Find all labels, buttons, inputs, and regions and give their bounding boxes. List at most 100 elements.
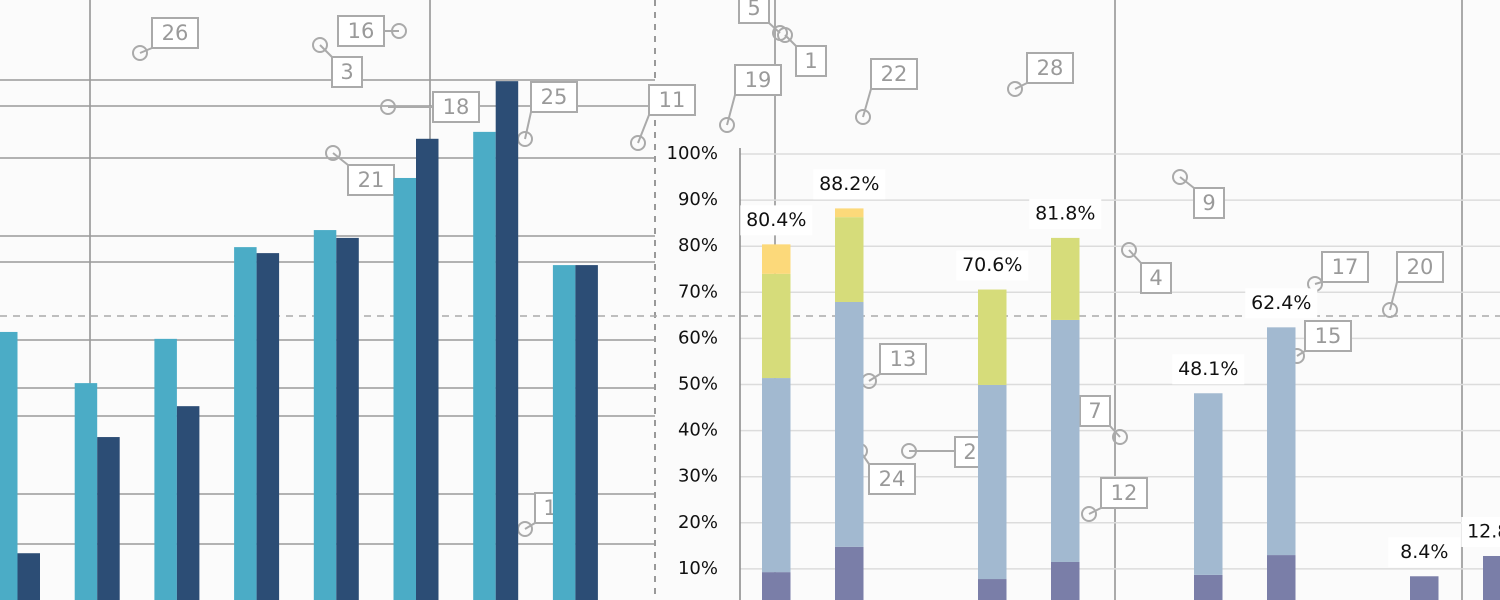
callout-leader (332, 152, 349, 166)
callout-label: 15 (1315, 324, 1342, 348)
bar (74, 383, 98, 600)
bar-segment (762, 378, 791, 573)
callout-label: 7 (1088, 399, 1101, 423)
callout-dot (312, 37, 328, 53)
y-tick-label: 70% (678, 281, 718, 302)
bar (393, 177, 416, 600)
y-tick-label: 90% (678, 189, 718, 210)
callout-box (795, 45, 827, 77)
callout-label: 4 (1149, 266, 1162, 290)
total-label: 62.4% (1251, 292, 1311, 314)
callout: 18 (380, 91, 480, 123)
callout-leader (1389, 281, 1398, 311)
y-tick-label: 40% (678, 420, 718, 441)
callout-leader (524, 111, 532, 140)
callout-label: 21 (358, 168, 385, 192)
total-label: 70.6% (962, 254, 1022, 276)
bar-segment (1483, 555, 1500, 600)
callout: 17 (1307, 251, 1369, 292)
total-label: 48.1% (1178, 358, 1238, 380)
callout: 24 (852, 443, 916, 495)
callout-box (1396, 251, 1444, 283)
callout-dot (132, 45, 148, 61)
callout-dot (1382, 302, 1398, 318)
callout: 9 (1172, 169, 1225, 219)
bar (234, 247, 257, 600)
bar-segment (1410, 576, 1439, 600)
callout: 1 (777, 27, 827, 77)
callout-dot (325, 145, 341, 161)
callout-box (432, 91, 480, 123)
callout: 28 (1007, 52, 1074, 97)
y-tick-label: 30% (678, 466, 718, 487)
callout-leader (726, 94, 736, 126)
callout-box (1193, 187, 1225, 219)
callout-leader (1179, 176, 1195, 189)
callout-dot (901, 443, 917, 459)
y-tick-label: 60% (678, 327, 718, 348)
callout-leader (637, 114, 650, 144)
bar-segment (978, 579, 1007, 600)
callout-leader (862, 88, 872, 118)
callout-box (879, 343, 927, 375)
callout-label: 25 (541, 85, 568, 109)
callout-box (151, 17, 199, 49)
callout: 21 (325, 145, 395, 196)
callout-label: 20 (1407, 255, 1434, 279)
callout-dot (380, 99, 396, 115)
callout: 11 (630, 84, 696, 151)
callout-label: 11 (659, 88, 686, 112)
callout: 3 (312, 37, 363, 88)
callout-dot (1121, 242, 1137, 258)
callout: 4 (1121, 242, 1172, 294)
total-label-bg (1029, 198, 1102, 229)
total-label-bg (740, 205, 813, 236)
callout-label: 24 (879, 467, 906, 491)
bar (495, 81, 519, 600)
callout-leader (524, 522, 536, 530)
bar-segment (1194, 574, 1223, 600)
bar-segment (1051, 561, 1080, 600)
total-label: 8.4% (1400, 541, 1448, 563)
callout-label: 12 (1111, 481, 1138, 505)
total-label: 12.8% (1467, 520, 1500, 542)
bar (17, 553, 40, 600)
callout-label: 2 (963, 440, 976, 464)
y-tick-label: 100% (667, 143, 718, 164)
callout-label: 13 (890, 347, 917, 371)
callout-leader (1128, 249, 1142, 264)
bar-segment (1051, 237, 1080, 320)
callout-dot (630, 135, 646, 151)
total-label-bg (1461, 516, 1500, 547)
bar-segment (835, 301, 864, 547)
bar-segment (1051, 319, 1080, 562)
bar (256, 253, 280, 600)
callout: 26 (132, 17, 199, 61)
callout-box (1079, 395, 1111, 427)
callout: 2 (901, 436, 986, 468)
callout-box (347, 164, 395, 196)
callout: 12 (1081, 477, 1148, 522)
callout-label: 16 (348, 19, 375, 43)
callout-dot (777, 27, 793, 43)
total-label-bg (1388, 537, 1461, 568)
bar-segment (1267, 327, 1296, 556)
callout: 25 (517, 81, 578, 147)
total-label: 81.8% (1035, 202, 1095, 224)
callout-box (734, 64, 782, 96)
bar-segment (978, 384, 1007, 580)
total-label-bg (1245, 288, 1318, 319)
callout-box (1304, 320, 1352, 352)
total-label: 88.2% (819, 173, 879, 195)
bar-segment (978, 289, 1007, 385)
callout: 22 (855, 58, 918, 125)
bar (176, 406, 200, 600)
callout-label: 5 (747, 0, 760, 20)
callout-label: 18 (443, 95, 470, 119)
callout-box (331, 56, 363, 88)
bar-segment (835, 217, 864, 302)
callout-label: 28 (1037, 56, 1064, 80)
total-label-bg (1172, 354, 1245, 385)
callout-label: 22 (881, 62, 908, 86)
